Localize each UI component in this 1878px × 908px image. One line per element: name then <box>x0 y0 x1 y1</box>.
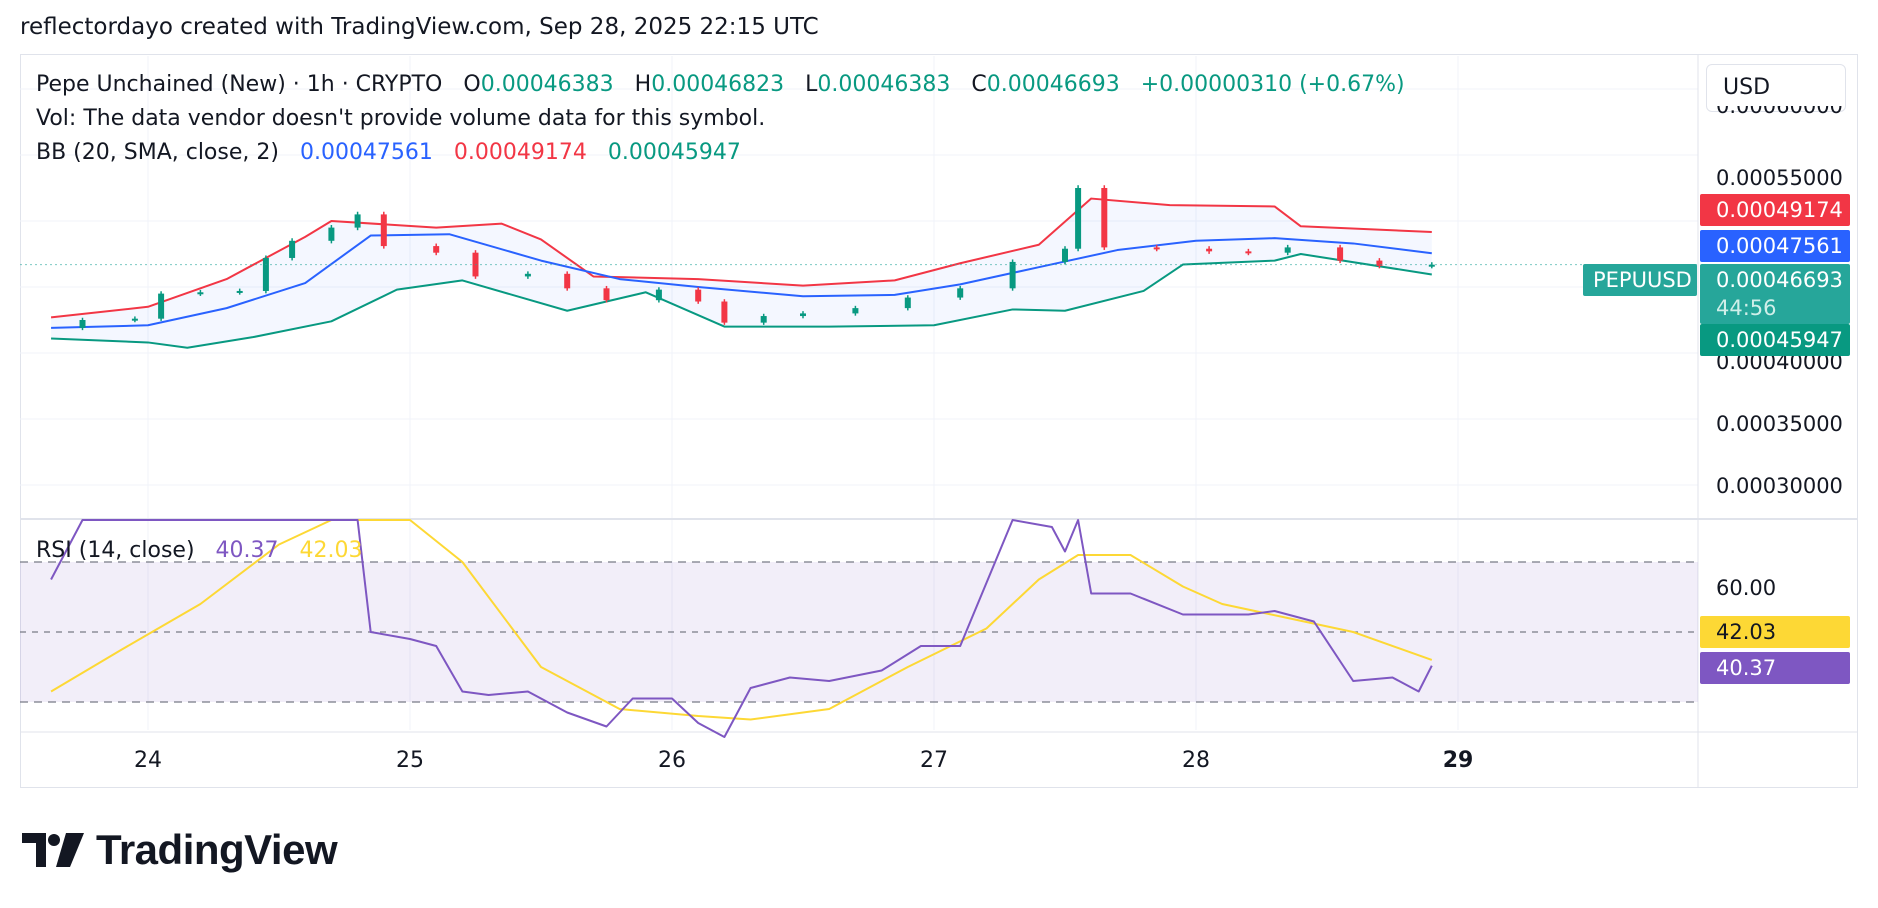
rsi-label[interactable]: RSI (14, close) <box>36 538 195 563</box>
bar-countdown: 44:56 <box>1716 296 1777 320</box>
candle-body <box>655 289 662 301</box>
bb-upper-value: 0.00049174 <box>453 140 587 165</box>
candle-body <box>236 290 243 293</box>
brand-name: TradingView <box>96 826 338 873</box>
rsi-legend: RSI (14, close) 40.37 42.03 <box>36 538 362 563</box>
candle-body <box>1153 247 1160 250</box>
bb-lower-value: 0.00045947 <box>607 140 741 165</box>
candle-body <box>603 288 610 301</box>
rsi-line <box>50 519 1433 738</box>
candle-body <box>1376 260 1383 266</box>
low-value: 0.00046383 <box>817 72 951 97</box>
bb-basis-line <box>51 233 1432 329</box>
close-label: C <box>971 72 987 97</box>
open-value: 0.00046383 <box>480 72 614 97</box>
candle-body <box>1206 248 1213 252</box>
high-value: 0.00046823 <box>651 72 785 97</box>
candle-body <box>1284 247 1291 253</box>
candle-body <box>1062 248 1068 262</box>
candle-body <box>131 318 138 321</box>
candle-body <box>695 289 702 302</box>
candle-body <box>852 308 859 314</box>
x-tick: 27 <box>920 748 948 773</box>
rsi-value: 40.37 <box>215 538 279 563</box>
bb-lower-tag: 0.00045947 <box>1700 324 1850 356</box>
chart-frame <box>20 54 1858 788</box>
candle-body <box>800 313 806 317</box>
bb-legend: BB (20, SMA, close, 2) 0.00047561 0.0004… <box>36 140 741 165</box>
candle-body <box>158 293 165 319</box>
change-value: +0.00000310 (+0.67%) <box>1140 72 1405 97</box>
candle-body <box>721 301 728 323</box>
candle-body <box>79 320 86 328</box>
x-tick: 24 <box>134 748 162 773</box>
candle-body <box>564 273 571 289</box>
last-price-tag: 0.00046693 44:56 <box>1700 264 1850 324</box>
rsi-ma-line <box>50 519 1433 721</box>
bb-label[interactable]: BB (20, SMA, close, 2) <box>36 140 279 165</box>
candle-body <box>328 227 335 241</box>
rsi-ma-tag: 42.03 <box>1700 616 1850 648</box>
tradingview-logo-icon <box>22 833 84 867</box>
symbol-title[interactable]: Pepe Unchained (New) · 1h · CRYPTO <box>36 72 443 97</box>
rsi-ma-value: 42.03 <box>299 538 363 563</box>
candle-body <box>433 246 440 253</box>
bb-upper-tag: 0.00049174 <box>1700 194 1850 226</box>
candle-body <box>1337 247 1344 261</box>
candle-body <box>1101 188 1108 248</box>
open-label: O <box>463 72 481 97</box>
x-tick: 26 <box>658 748 686 773</box>
low-label: L <box>805 72 818 97</box>
tradingview-brand[interactable]: TradingView <box>22 826 338 874</box>
high-label: H <box>634 72 652 97</box>
candle-body <box>1245 251 1252 254</box>
price-tick: 0.00055000 <box>1716 166 1843 190</box>
candle-body <box>354 214 361 228</box>
x-tick: 28 <box>1182 748 1210 773</box>
symbol-tag: PEPUUSD <box>1583 264 1697 296</box>
candle-body <box>1428 264 1435 267</box>
candle-body <box>957 288 964 298</box>
candle-body <box>289 240 296 258</box>
last-price-value: 0.00046693 <box>1716 268 1843 292</box>
rsi-tag: 40.37 <box>1700 652 1850 684</box>
candle-body <box>197 292 204 295</box>
rsi-tick: 60.00 <box>1716 576 1777 600</box>
candle-body <box>760 316 767 323</box>
price-tick-partial: 0.00060000 <box>1716 106 1843 118</box>
candle-body <box>1075 188 1082 249</box>
attribution-text: reflectordayo created with TradingView.c… <box>20 14 819 40</box>
close-value: 0.00046693 <box>986 72 1120 97</box>
bb-upper-line <box>50 197 1432 319</box>
rsi-band <box>20 562 1698 702</box>
candle-body <box>262 257 269 291</box>
candle-body <box>380 214 387 247</box>
candle-body <box>904 297 911 309</box>
x-tick: 29 <box>1442 748 1474 773</box>
candle-body <box>1009 261 1016 289</box>
bb-lower-line <box>51 253 1432 349</box>
bb-basis-value: 0.00047561 <box>299 140 433 165</box>
x-tick: 25 <box>396 748 424 773</box>
bb-basis-tag: 0.00047561 <box>1700 230 1850 262</box>
price-tick: 0.00030000 <box>1716 474 1843 498</box>
candle-body <box>524 273 531 277</box>
currency-button[interactable]: USD <box>1706 64 1846 112</box>
ohlc-legend: Pepe Unchained (New) · 1h · CRYPTO O0.00… <box>36 72 1405 97</box>
price-tick: 0.00035000 <box>1716 412 1843 436</box>
volume-note: Vol: The data vendor doesn't provide vol… <box>36 106 766 131</box>
